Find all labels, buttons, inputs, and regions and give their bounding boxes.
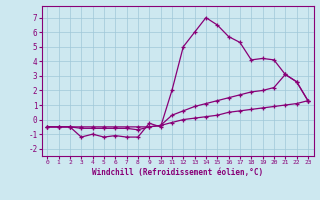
X-axis label: Windchill (Refroidissement éolien,°C): Windchill (Refroidissement éolien,°C)	[92, 168, 263, 177]
